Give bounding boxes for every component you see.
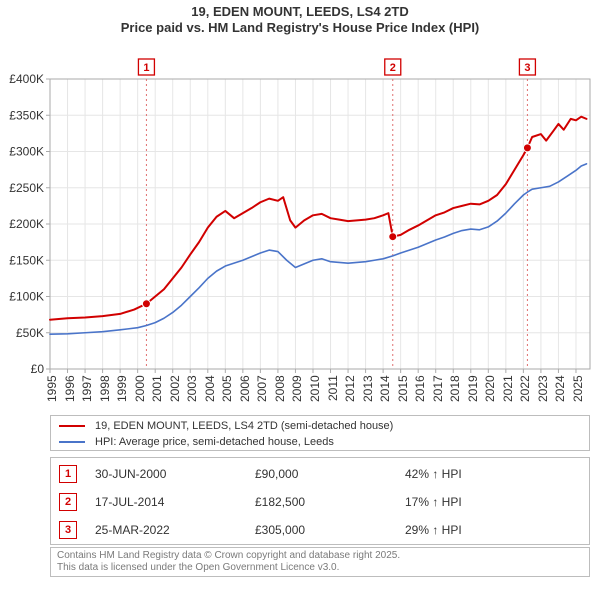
sales-row-date: 17-JUL-2014 [95, 495, 255, 509]
x-tick-label: 2018 [448, 375, 462, 402]
y-tick-label: £150K [9, 253, 44, 267]
license-line-1: Contains HM Land Registry data © Crown c… [57, 550, 583, 563]
sale-marker-flag: 2 [390, 62, 396, 74]
legend-label: 19, EDEN MOUNT, LEEDS, LS4 2TD (semi-det… [95, 420, 393, 432]
x-tick-label: 2016 [413, 375, 427, 402]
legend-item: 19, EDEN MOUNT, LEEDS, LS4 2TD (semi-det… [55, 418, 585, 434]
sales-row-marker: 3 [59, 521, 77, 539]
sale-marker-flag: 1 [143, 62, 149, 74]
license-line-2: This data is licensed under the Open Gov… [57, 562, 583, 575]
x-tick-label: 2012 [343, 375, 357, 402]
sales-row-pct: 42% ↑ HPI [405, 467, 555, 481]
sales-row-date: 25-MAR-2022 [95, 523, 255, 537]
y-tick-label: £400K [9, 72, 44, 86]
legend: 19, EDEN MOUNT, LEEDS, LS4 2TD (semi-det… [50, 415, 590, 451]
y-tick-label: £100K [9, 289, 44, 303]
sales-row-marker: 1 [59, 465, 77, 483]
sales-row-pct: 29% ↑ HPI [405, 523, 555, 537]
x-tick-label: 2017 [431, 375, 445, 402]
x-tick-label: 2006 [238, 375, 252, 402]
x-tick-label: 2025 [571, 375, 585, 402]
y-tick-label: £300K [9, 144, 44, 158]
sales-row-pct: 17% ↑ HPI [405, 495, 555, 509]
x-tick-label: 2013 [361, 375, 375, 402]
x-tick-label: 2020 [483, 375, 497, 402]
x-tick-label: 2000 [133, 375, 147, 402]
x-tick-label: 2015 [396, 375, 410, 402]
sale-marker-flag: 3 [524, 62, 530, 74]
y-tick-label: £350K [9, 108, 44, 122]
chart-area: £0 £50K £100K £150K £200K £250K £300K £350K £400… [0, 37, 600, 583]
x-tick-label: 2002 [168, 375, 182, 402]
x-tick-label: 2022 [518, 375, 532, 402]
x-tick-label: 2014 [378, 375, 392, 402]
chart-title: 19, EDEN MOUNT, LEEDS, LS4 2TD Price pai… [0, 0, 600, 37]
x-tick-label: 2008 [273, 375, 287, 402]
x-tick-label: 2003 [185, 375, 199, 402]
title-line-2: Price paid vs. HM Land Registry's House … [0, 20, 600, 36]
x-tick-label: 1997 [80, 375, 94, 402]
license-text: Contains HM Land Registry data © Crown c… [50, 547, 590, 577]
legend-swatch [59, 425, 85, 427]
y-tick-label: £250K [9, 180, 44, 194]
x-tick-label: 2009 [290, 375, 304, 402]
x-tick-label: 2023 [536, 375, 550, 402]
legend-swatch [59, 441, 85, 443]
title-line-1: 19, EDEN MOUNT, LEEDS, LS4 2TD [0, 4, 600, 20]
x-tick-label: 2001 [150, 375, 164, 402]
legend-label: HPI: Average price, semi-detached house,… [95, 436, 334, 448]
x-tick-label: 2024 [553, 375, 567, 402]
y-tick-label: £50K [16, 325, 44, 339]
x-tick-label: 2021 [501, 375, 515, 402]
y-tick-label: £0 [31, 362, 45, 375]
x-tick-label: 2010 [308, 375, 322, 402]
sales-row: 1 30-JUN-2000£90,00042% ↑ HPI [55, 460, 585, 488]
sales-row-price: £305,000 [255, 523, 405, 537]
sales-row-date: 30-JUN-2000 [95, 467, 255, 481]
x-tick-label: 2007 [255, 375, 269, 402]
sales-row: 2 17-JUL-2014£182,50017% ↑ HPI [55, 488, 585, 516]
sales-row: 3 25-MAR-2022£305,00029% ↑ HPI [55, 516, 585, 544]
legend-item: HPI: Average price, semi-detached house,… [55, 434, 585, 450]
x-tick-label: 2005 [220, 375, 234, 402]
x-tick-label: 2019 [466, 375, 480, 402]
sales-row-price: £182,500 [255, 495, 405, 509]
sales-table: 1 30-JUN-2000£90,00042% ↑ HPI 2 17-JUL-2014… [50, 457, 590, 545]
y-tick-label: £200K [9, 217, 44, 231]
x-tick-label: 2011 [326, 375, 340, 401]
line-chart: £0 £50K £100K £150K £200K £250K £300K £350K £400… [0, 37, 600, 375]
x-tick-label: 2004 [203, 375, 217, 402]
sales-row-price: £90,000 [255, 467, 405, 481]
x-tick-label: 1999 [115, 375, 129, 402]
x-tick-label: 1995 [45, 375, 59, 402]
sales-row-marker: 2 [59, 493, 77, 511]
x-tick-label: 1998 [98, 375, 112, 402]
x-tick-label: 1996 [63, 375, 77, 402]
